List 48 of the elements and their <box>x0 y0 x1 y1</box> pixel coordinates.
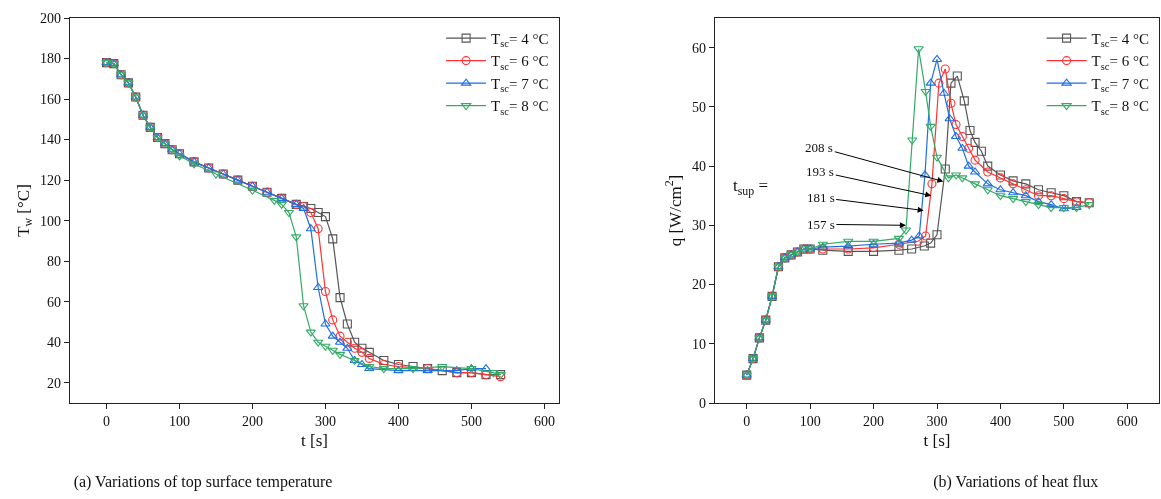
x-tick-label: 600 <box>533 413 555 429</box>
y-tick-label: 60 <box>47 294 62 310</box>
x-tick-label: 100 <box>799 413 821 429</box>
annotation: 181 s <box>807 190 835 205</box>
y-tick-label: 20 <box>47 375 62 391</box>
x-tick-label: 200 <box>241 413 263 429</box>
y-tick-label: 80 <box>47 254 62 270</box>
legend-label: T$_{sc}$= 7 °C <box>1091 75 1149 95</box>
annotation: 208 s <box>805 140 833 155</box>
x-tick-label: 600 <box>1116 413 1138 429</box>
legend-label: T$_{sc}$= 7 °C <box>491 75 549 95</box>
x-axis-title: t [s] <box>301 431 328 451</box>
x-tick-label: 0 <box>102 413 110 429</box>
y-tick-label: 200 <box>40 10 62 26</box>
y-tick-label: 20 <box>692 277 707 293</box>
legend-label: T$_{sc}$= 8 °C <box>1091 98 1149 117</box>
y-tick-label: 30 <box>692 218 707 234</box>
x-tick-label: 400 <box>387 413 409 429</box>
x-tick-label: 300 <box>926 413 948 429</box>
y-tick-label: 100 <box>40 213 62 229</box>
x-tick-label: 400 <box>989 413 1011 429</box>
y-tick-label: 60 <box>692 40 707 56</box>
annotation: 193 s <box>806 164 834 179</box>
legend-label: T$_{sc}$= 4 °C <box>1091 30 1149 50</box>
text: (a) Variations of top surface temperature <box>73 472 333 491</box>
y-tick-label: 40 <box>692 158 707 174</box>
legend-label: T$_{sc}$= 6 °C <box>1091 53 1149 72</box>
x-axis-title: t [s] <box>923 431 951 451</box>
y-tick-label: 10 <box>692 336 707 352</box>
x-tick-label: 200 <box>863 413 885 429</box>
y-tick-label: 180 <box>40 51 62 67</box>
text: (b) Variations of heat flux <box>933 472 1099 491</box>
y-tick-label: 50 <box>692 99 707 115</box>
y-tick-label: 140 <box>40 132 62 148</box>
x-tick-label: 0 <box>743 413 751 429</box>
y-tick-label: 120 <box>40 173 62 189</box>
x-tick-label: 500 <box>1053 413 1075 429</box>
annotation: t$_{sup}$ = <box>733 176 769 198</box>
y-tick-label: 0 <box>699 395 707 411</box>
legend-label: T$_{sc}$= 4 °C <box>491 30 549 50</box>
legend-label: T$_{sc}$= 6 °C <box>491 53 549 72</box>
x-tick-label: 500 <box>460 413 482 429</box>
legend-label: T$_{sc}$= 8 °C <box>491 98 549 117</box>
y-tick-label: 40 <box>47 335 62 351</box>
x-tick-label: 100 <box>168 413 190 429</box>
x-tick-label: 300 <box>314 413 336 429</box>
annotation: 157 s <box>807 217 835 232</box>
y-tick-label: 160 <box>40 91 62 107</box>
